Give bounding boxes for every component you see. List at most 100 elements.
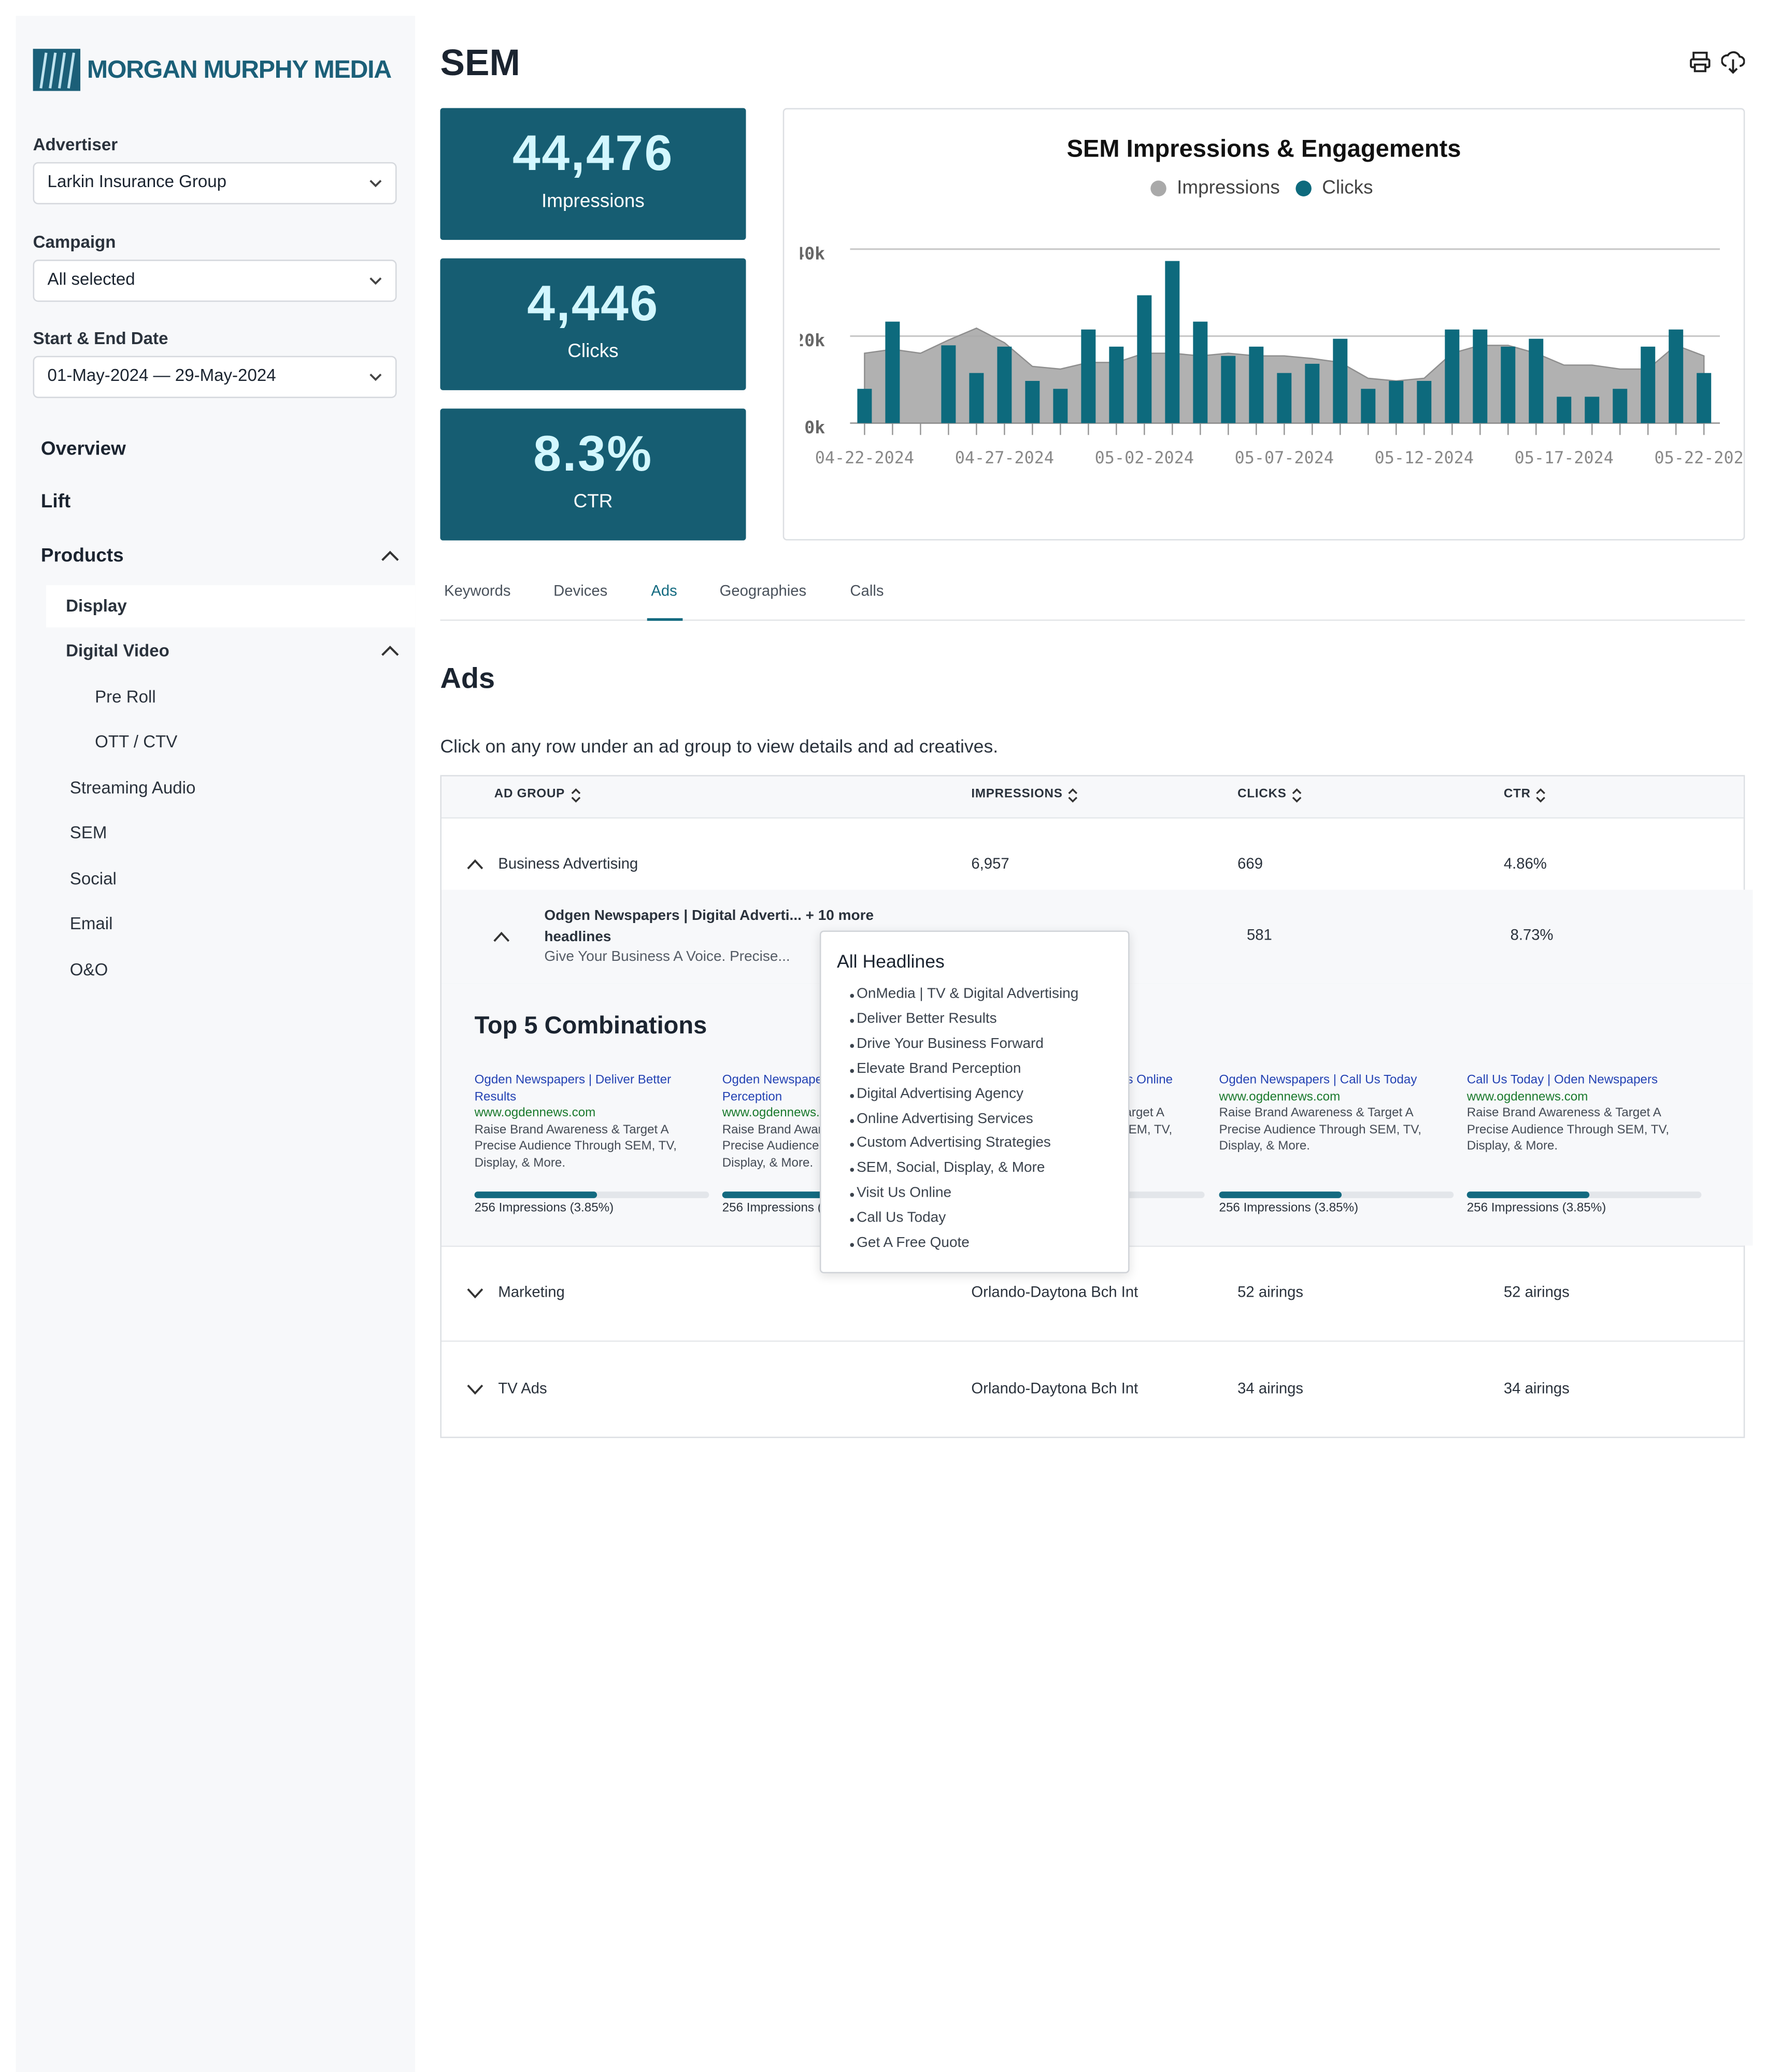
- headline-item: Deliver Better Results: [850, 1011, 997, 1027]
- x-tick-label: 05-17-2024: [1515, 448, 1614, 467]
- table-cell[interactable]: 6,957: [971, 857, 1009, 873]
- nav-item[interactable]: O&O: [69, 959, 108, 980]
- table-cell[interactable]: Marketing: [498, 1285, 565, 1301]
- clicks-bar: [1613, 389, 1628, 423]
- nav-item[interactable]: Streaming Audio: [69, 777, 196, 798]
- combo-headline: Ogden Newspapers | Deliver Better Result…: [474, 1073, 672, 1104]
- tooltip: All Headlines OnMedia | TV & Digital Adv…: [819, 930, 1130, 1273]
- clicks-bar: [1501, 346, 1516, 423]
- section-title: Ads: [440, 661, 495, 695]
- headline-item: Custom Advertising Strategies: [850, 1135, 1051, 1152]
- date-select[interactable]: 01-May-2024 — 29-May-2024: [33, 356, 397, 399]
- combo-card: Ogden Newspapers | Deliver Better Result…: [474, 1073, 712, 1215]
- filter-label: Advertiser: [33, 134, 118, 154]
- nav-item[interactable]: OTT / CTV: [95, 731, 178, 751]
- sort-icon[interactable]: [1067, 787, 1078, 803]
- column-header[interactable]: AD GROUP: [494, 787, 565, 802]
- campaign-select[interactable]: All selected: [33, 260, 397, 302]
- table-cell[interactable]: 34 airings: [1503, 1381, 1570, 1397]
- kpi-card: 8.3% CTR: [440, 408, 746, 541]
- nav-item[interactable]: SEM: [69, 822, 107, 843]
- table-cell[interactable]: TV Ads: [498, 1381, 547, 1397]
- table-cell[interactable]: 52 airings: [1503, 1285, 1570, 1301]
- logo-mark: [33, 49, 81, 91]
- nav-item[interactable]: Pre Roll: [95, 687, 156, 707]
- table-cell[interactable]: Orlando-Daytona Bch Int: [971, 1285, 1138, 1301]
- headline-item: SEM, Social, Display, & More: [850, 1160, 1045, 1176]
- headline-item: Call Us Today: [850, 1210, 946, 1226]
- filter-label: Campaign: [33, 232, 116, 252]
- clicks-bar: [1221, 356, 1236, 423]
- chart: SEM Impressions & Engagements 0k 20k 40k 04…: [800, 134, 1744, 467]
- clicks-bar: [1025, 380, 1040, 423]
- tab[interactable]: Calls: [850, 584, 884, 600]
- combo-description: Raise Brand Awareness & Target A Precise…: [1466, 1106, 1670, 1154]
- tab-active[interactable]: Ads: [651, 584, 677, 600]
- nav-item[interactable]: Overview: [40, 438, 126, 460]
- headline-item: Visit Us Online: [850, 1185, 952, 1201]
- table-cell[interactable]: Orlando-Daytona Bch Int: [971, 1381, 1138, 1397]
- combo-url: www.ogdennews.com: [474, 1106, 596, 1121]
- nav-item[interactable]: Social: [69, 869, 117, 889]
- x-tick-label: 04-27-2024: [955, 448, 1054, 467]
- sort-icon[interactable]: [1535, 787, 1546, 803]
- headline-item: Elevate Brand Perception: [850, 1060, 1021, 1077]
- column-header[interactable]: CTR: [1503, 787, 1531, 802]
- combo-card: Ogden Newspapers | Call Us Today www.ogde…: [1219, 1073, 1457, 1215]
- combo-description: Raise Brand Awareness & Target A Precise…: [474, 1123, 677, 1171]
- tooltip-title: All Headlines: [836, 950, 945, 972]
- clicks-bar: [997, 346, 1012, 423]
- tab[interactable]: Keywords: [444, 584, 511, 600]
- x-tick-label: 05-02-2024: [1095, 448, 1194, 467]
- legend-marker: [1150, 180, 1166, 196]
- legend-marker: [1295, 180, 1312, 196]
- nav-item[interactable]: Display: [66, 595, 127, 616]
- table-cell[interactable]: 34 airings: [1237, 1381, 1304, 1397]
- table-cell[interactable]: Business Advertising: [498, 857, 638, 873]
- clicks-bar: [857, 389, 872, 423]
- tab[interactable]: Geographies: [719, 584, 807, 600]
- table-cell[interactable]: 52 airings: [1237, 1285, 1304, 1301]
- x-tick-label: 05-12-2024: [1375, 448, 1474, 467]
- sort-icon[interactable]: [1291, 787, 1302, 803]
- nav-item[interactable]: Lift: [40, 491, 71, 513]
- table-cell[interactable]: 4.86%: [1503, 857, 1547, 873]
- clicks-bar: [1529, 338, 1544, 423]
- nav-item[interactable]: Digital Video: [66, 641, 169, 661]
- chevron-down[interactable]: [466, 1383, 483, 1395]
- combo-impressions: 256 Impressions (3.85%): [1219, 1200, 1359, 1215]
- column-header[interactable]: CLICKS: [1237, 787, 1287, 802]
- detail-clicks: 581: [1246, 928, 1272, 944]
- chevron-down[interactable]: [466, 1286, 483, 1299]
- nav-item[interactable]: Email: [69, 913, 113, 933]
- instruction: Click on any row under an ad group to vi…: [440, 735, 999, 757]
- table-cell[interactable]: 669: [1237, 857, 1263, 873]
- kpi-card: 44,476 Impressions: [440, 108, 746, 240]
- tab[interactable]: Devices: [553, 584, 608, 600]
- clicks-bar: [1109, 346, 1124, 423]
- advertiser-select[interactable]: Larkin Insurance Group: [33, 162, 397, 205]
- detail-title: Odgen Newspapers | Digital Adverti... + …: [544, 908, 874, 945]
- nav-item[interactable]: Products: [40, 545, 124, 567]
- combo-impressions: 256 Impressions (3.85%): [1466, 1200, 1606, 1215]
- download-icon[interactable]: [1721, 49, 1745, 75]
- select-value: Larkin Insurance Group: [47, 171, 227, 191]
- table-header: [441, 776, 1744, 819]
- combo-headline: Ogden Newspapers | Call Us Today: [1219, 1073, 1417, 1088]
- tab-underline: [647, 618, 683, 621]
- progress-fill: [722, 1191, 845, 1198]
- column-header[interactable]: IMPRESSIONS: [971, 787, 1063, 802]
- combo-headline: Call Us Today | Oden Newspapers: [1466, 1073, 1658, 1088]
- print-icon[interactable]: [1688, 50, 1712, 74]
- progress-track: [1219, 1191, 1454, 1198]
- kpi-label: Impressions: [542, 191, 645, 212]
- sort-icon[interactable]: [571, 787, 581, 803]
- clicks-bar: [1641, 346, 1656, 423]
- combo-card: Call Us Today | Oden Newspapers www.ogden…: [1466, 1073, 1704, 1215]
- progress-track: [1466, 1191, 1702, 1198]
- chevron-up[interactable]: [466, 858, 483, 870]
- row-divider: [441, 1340, 1744, 1342]
- chevron-up: [381, 550, 399, 561]
- clicks-bar: [969, 373, 984, 423]
